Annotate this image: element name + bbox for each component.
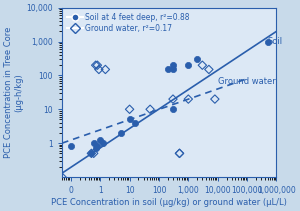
Point xyxy=(171,64,176,67)
Text: Soil: Soil xyxy=(268,37,283,46)
Point xyxy=(60,175,64,179)
Point xyxy=(93,64,98,67)
Point xyxy=(103,68,108,71)
Point xyxy=(171,97,176,101)
Text: Ground water: Ground water xyxy=(218,77,275,86)
Point xyxy=(195,58,200,61)
Point xyxy=(186,97,191,101)
Point xyxy=(171,108,176,111)
Legend: Soil at 4 feet deep, r²=0.88, Ground water, r²=0.17: Soil at 4 feet deep, r²=0.88, Ground wat… xyxy=(66,11,191,34)
Point xyxy=(177,152,182,155)
Point xyxy=(212,97,217,101)
Y-axis label: PCE Concentration in Tree Core
(μg-h/kg): PCE Concentration in Tree Core (μg-h/kg) xyxy=(4,27,24,158)
Point xyxy=(98,139,103,142)
Point xyxy=(127,108,132,111)
Point xyxy=(100,141,105,145)
X-axis label: PCE Concentration in soil (μg/kg) or ground water (μL/L): PCE Concentration in soil (μg/kg) or gro… xyxy=(51,198,287,207)
Point xyxy=(118,131,123,135)
Point xyxy=(148,108,152,111)
Point xyxy=(206,68,211,71)
Point xyxy=(177,152,182,155)
Point xyxy=(165,68,170,71)
Point xyxy=(95,145,100,148)
Point xyxy=(68,145,73,148)
Point xyxy=(127,118,132,121)
Point xyxy=(265,40,270,43)
Point xyxy=(89,152,94,155)
Point xyxy=(91,141,96,145)
Point xyxy=(91,152,96,155)
Point xyxy=(200,64,205,67)
Point xyxy=(89,152,94,155)
Point xyxy=(93,147,98,150)
Point xyxy=(97,68,101,71)
Point xyxy=(186,64,191,67)
Point xyxy=(95,64,100,67)
Point xyxy=(68,185,73,189)
Point xyxy=(132,121,137,124)
Point xyxy=(171,68,176,71)
Point xyxy=(60,185,64,189)
